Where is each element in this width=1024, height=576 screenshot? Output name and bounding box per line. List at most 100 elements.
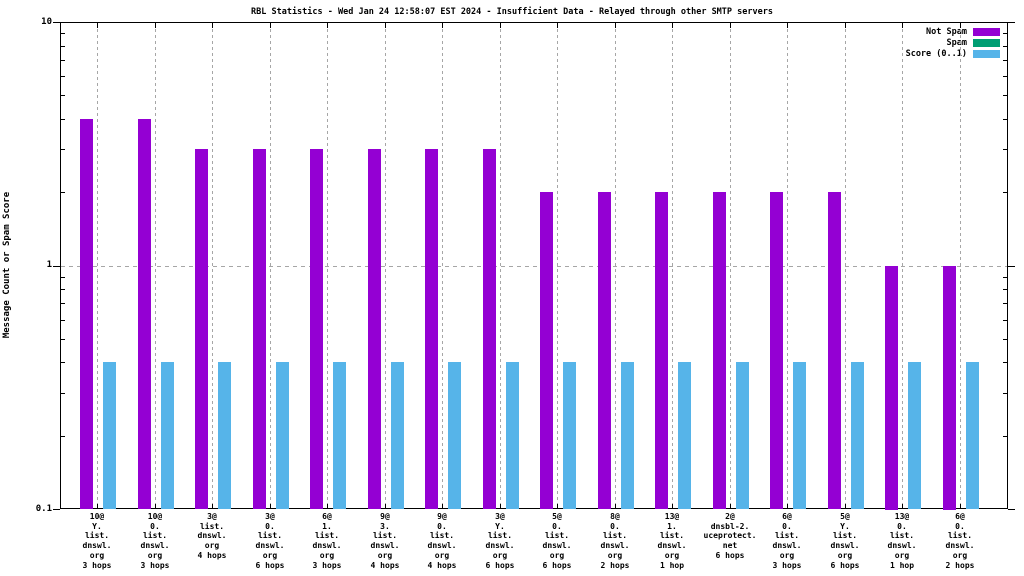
x-category-label-line: 6@ xyxy=(322,512,332,521)
x-category-label-line: dnswl. xyxy=(255,541,285,551)
x-category-label-line: org xyxy=(89,550,105,560)
x-category-label-line: list. xyxy=(429,531,455,541)
y-minor-tick-right xyxy=(1003,95,1007,96)
x-category-label: 6@ 0. list. dnswl. org 3 hops xyxy=(752,512,822,570)
x-category-label-line: Y. xyxy=(840,521,850,531)
x-category-label-line: 2@ xyxy=(725,512,735,521)
y-major-tick-right xyxy=(1008,22,1015,23)
bar-score-0-1 xyxy=(448,362,461,509)
x-category-label-line: list. xyxy=(314,531,340,541)
x-tick-top xyxy=(615,23,616,28)
y-minor-tick-left xyxy=(61,46,65,47)
y-minor-tick-left xyxy=(61,303,65,304)
y-minor-tick-left xyxy=(61,289,65,290)
x-category-label-line: 4 hops xyxy=(370,560,400,570)
y-minor-tick-right xyxy=(1003,289,1007,290)
grid-hline-1 xyxy=(61,266,1007,267)
x-tick-bottom xyxy=(787,504,788,509)
y-minor-tick-right xyxy=(1003,277,1007,278)
x-category-label-line: 5@ xyxy=(552,512,562,521)
y-minor-tick-left xyxy=(61,60,65,61)
bar-not-spam xyxy=(655,192,668,509)
x-category-label-line: 0. xyxy=(437,521,447,531)
x-category-label-line: 0. xyxy=(610,521,620,531)
y-minor-tick-right xyxy=(1003,436,1007,437)
x-category-label: 8@ 0. list. dnswl. org 2 hops xyxy=(580,512,650,570)
x-category-label-line: 6 hops xyxy=(830,560,860,570)
y-minor-tick-left xyxy=(61,339,65,340)
bar-score-0-1 xyxy=(736,362,749,509)
y-minor-tick-right xyxy=(1003,362,1007,363)
legend-label-not-spam: Not Spam xyxy=(926,26,967,37)
y-minor-tick-left xyxy=(61,277,65,278)
x-category-label-line: org xyxy=(837,550,853,560)
bar-not-spam xyxy=(483,149,496,509)
x-category-label-line: 4 hops xyxy=(427,560,457,570)
x-category-label-line: list. xyxy=(832,531,858,541)
x-category-label-line: org xyxy=(607,550,623,560)
x-category-label-line: dnswl. xyxy=(140,541,170,551)
bar-score-0-1 xyxy=(908,362,921,509)
x-category-label-line: 13@ xyxy=(664,512,680,521)
x-tick-top xyxy=(442,23,443,28)
y-minor-tick-left xyxy=(61,149,65,150)
y-major-tick-right xyxy=(1008,509,1015,510)
x-category-label-line: 2 hops xyxy=(945,560,975,570)
bar-not-spam xyxy=(713,192,726,509)
x-category-label-line: 6 hops xyxy=(485,560,515,570)
x-category-label: 3@ list. dnswl. org 4 hops xyxy=(177,512,247,561)
bar-score-0-1 xyxy=(218,362,231,509)
x-category-label-line: 6 hops xyxy=(715,550,745,560)
x-category-label-line: list. xyxy=(142,531,168,541)
x-category-label-line: 5@ xyxy=(840,512,850,521)
x-category-label-line: dnswl. xyxy=(485,541,515,551)
x-category-label-line: dnswl. xyxy=(600,541,630,551)
bar-score-0-1 xyxy=(103,362,116,509)
x-tick-bottom xyxy=(385,504,386,509)
x-category-label-line: list. xyxy=(947,531,973,541)
bar-not-spam xyxy=(195,149,208,509)
x-tick-top xyxy=(787,23,788,28)
legend-swatch-not-spam xyxy=(973,27,1000,36)
x-category-label-line: dnswl. xyxy=(197,531,227,541)
y-minor-tick-right xyxy=(1003,192,1007,193)
x-category-label-line: uceprotect. xyxy=(703,531,757,541)
bar-score-0-1 xyxy=(621,362,634,509)
x-tick-top xyxy=(97,23,98,28)
y-minor-tick-left xyxy=(61,393,65,394)
x-category-label-line: 10@ xyxy=(89,512,105,521)
y-minor-tick-right xyxy=(1003,33,1007,34)
x-tick-bottom xyxy=(442,504,443,509)
y-minor-tick-right xyxy=(1003,46,1007,47)
bar-not-spam xyxy=(310,149,323,509)
y-minor-tick-right xyxy=(1003,303,1007,304)
x-category-label-line: dnswl. xyxy=(887,541,917,551)
x-category-label-line: org xyxy=(377,550,393,560)
x-tick-top xyxy=(902,23,903,28)
x-category-label-line: org xyxy=(664,550,680,560)
bar-not-spam xyxy=(253,149,266,509)
x-category-label-line: dnswl. xyxy=(945,541,975,551)
x-category-label-line: dnswl. xyxy=(830,541,860,551)
y-minor-tick-left xyxy=(61,119,65,120)
x-category-label-line: org xyxy=(894,550,910,560)
y-minor-tick-right xyxy=(1003,119,1007,120)
x-category-label: 6@ 0. list. dnswl. org 2 hops xyxy=(925,512,995,570)
x-tick-bottom xyxy=(730,504,731,509)
x-tick-top xyxy=(960,23,961,28)
bar-not-spam xyxy=(138,119,151,509)
x-category-label: 9@ 3. list. dnswl. org 4 hops xyxy=(350,512,420,570)
x-category-label-line: 3. xyxy=(380,521,390,531)
x-tick-bottom xyxy=(155,504,156,509)
y-minor-tick-left xyxy=(61,95,65,96)
x-category-label-line: org xyxy=(952,550,968,560)
x-category-label-line: Y. xyxy=(92,521,102,531)
x-category-label-line: list. xyxy=(544,531,570,541)
x-category-label-line: org xyxy=(147,550,163,560)
x-category-label-line: 0. xyxy=(782,521,792,531)
x-category-label: 5@ 0. list. dnswl. org 6 hops xyxy=(522,512,592,570)
chart-title: RBL Statistics - Wed Jan 24 12:58:07 EST… xyxy=(251,7,773,17)
x-category-label-line: org xyxy=(204,541,220,551)
x-category-label-line: 13@ xyxy=(894,512,910,521)
x-tick-bottom xyxy=(960,504,961,509)
